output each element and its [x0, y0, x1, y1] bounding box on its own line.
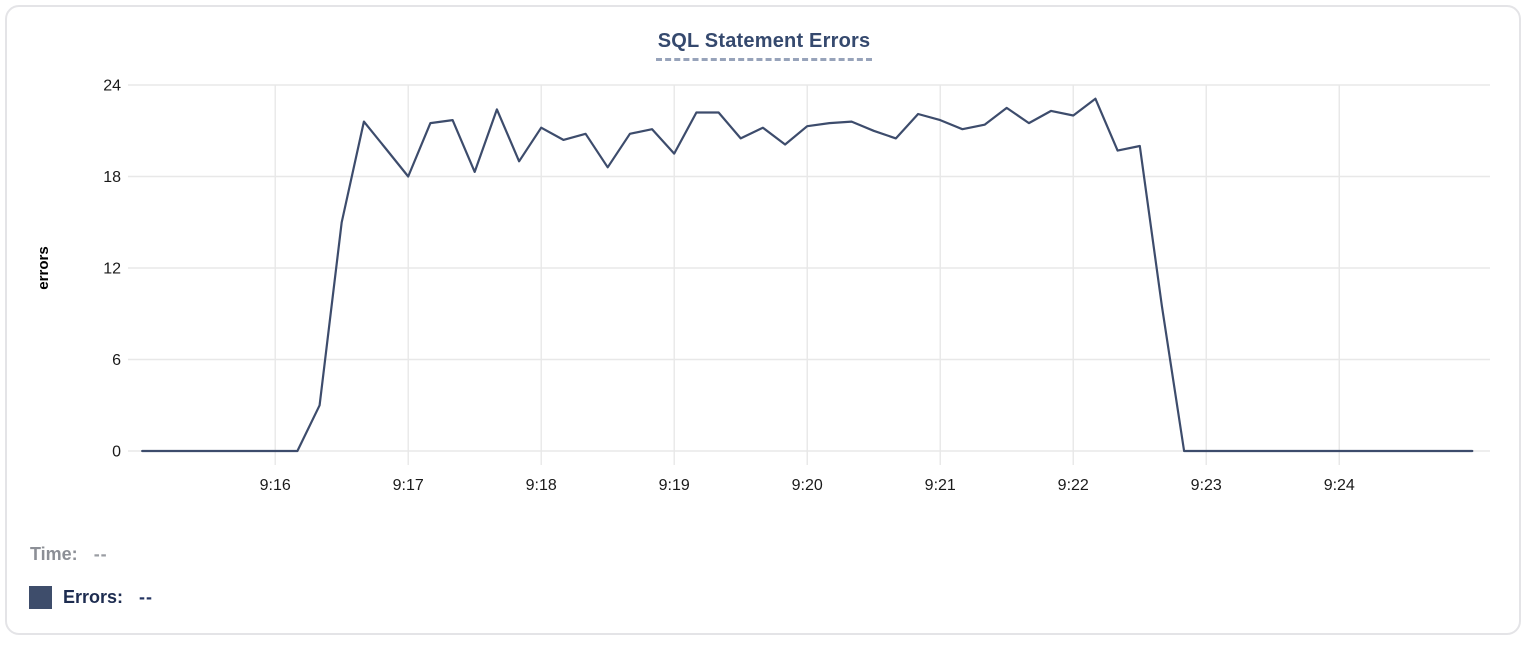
x-tick-label: 9:18: [526, 477, 557, 494]
x-tick-label: 9:22: [1058, 477, 1089, 494]
x-tick-label: 9:24: [1324, 477, 1355, 494]
gridlines: [128, 84, 1490, 465]
series-line-errors[interactable]: [141, 97, 1474, 453]
sql-errors-chart[interactable]: 0 6 12 18 24 9:16 9:17 9:18 9:19 9:20 9:21 9:22 9:23…: [0, 0, 1528, 505]
y-tick-label: 24: [103, 78, 121, 95]
errors-series-swatch: [29, 586, 52, 609]
x-tick-label: 9:19: [659, 477, 690, 494]
time-label: Time:: [30, 544, 78, 564]
y-axis-title: errors: [35, 246, 52, 289]
x-tick-label: 9:21: [925, 477, 956, 494]
y-tick-label: 18: [103, 169, 121, 186]
x-tick-label: 9:20: [792, 477, 823, 494]
legend-errors-row[interactable]: Errors: --: [29, 586, 153, 609]
time-value: --: [93, 544, 108, 564]
x-tick-label: 9:16: [260, 477, 291, 494]
chart-header: SQL Statement Errors: [0, 30, 1528, 61]
chart-title[interactable]: SQL Statement Errors: [655, 30, 873, 61]
y-tick-label: 12: [103, 261, 121, 278]
y-tick-label: 0: [112, 444, 121, 461]
tooltip-time-row: Time: --: [30, 544, 108, 565]
y-tick-label: 6: [112, 352, 121, 369]
errors-value: --: [139, 587, 154, 607]
x-tick-label: 9:23: [1191, 477, 1222, 494]
chart-card: [5, 5, 1521, 635]
errors-label: Errors:: [63, 587, 124, 607]
axis-labels: 0 6 12 18 24 9:16 9:17 9:18 9:19 9:20 9:21 9:22 9:23…: [103, 78, 1355, 495]
x-tick-label: 9:17: [393, 477, 424, 494]
